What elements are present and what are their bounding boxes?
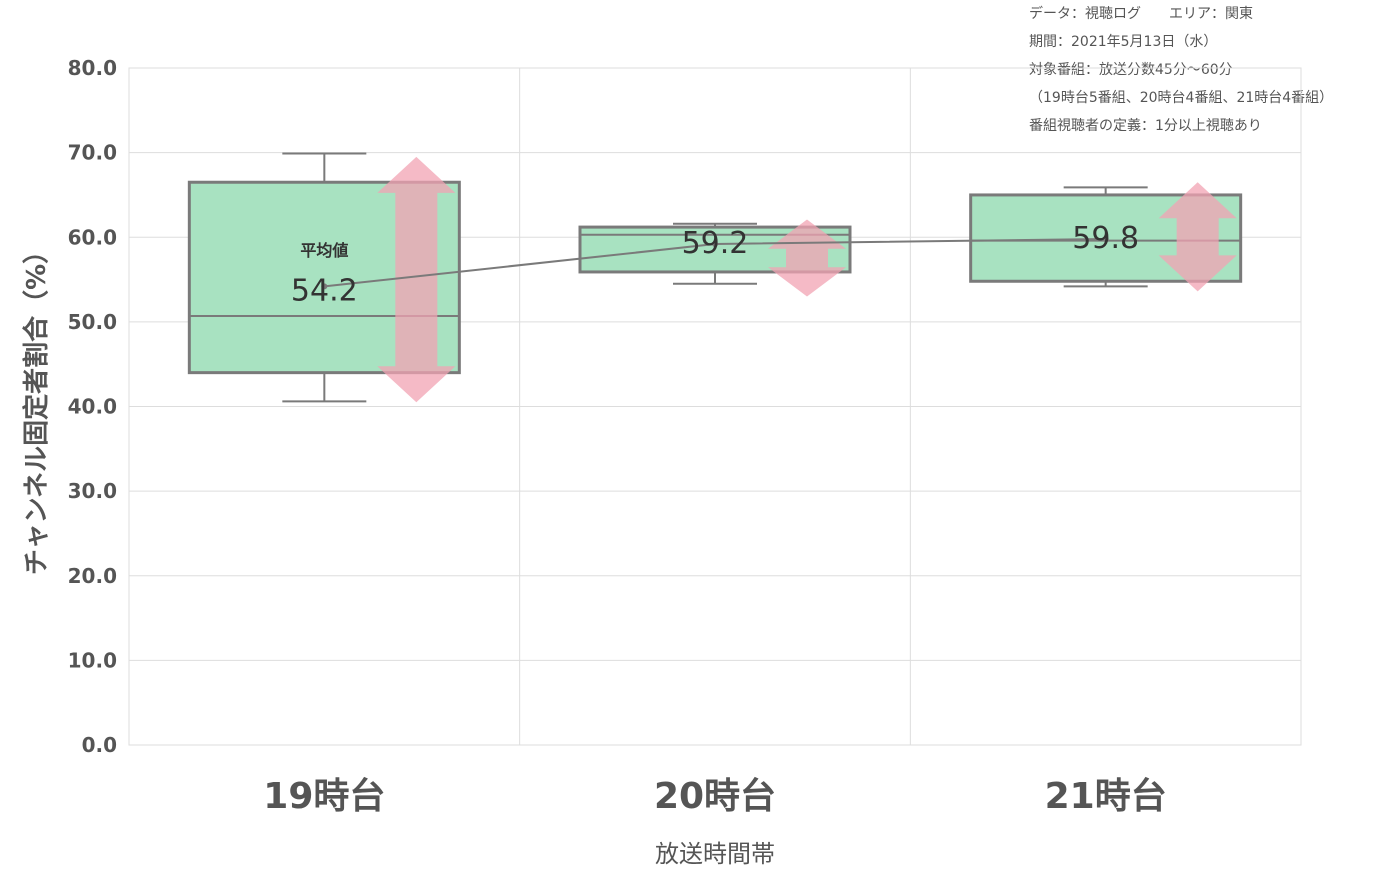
- note-program-counts: （19時台5番組、20時台4番組、21時台4番組）: [1029, 90, 1334, 106]
- mean-value-label: 59.2: [682, 226, 749, 261]
- mean-value-label: 54.2: [291, 273, 358, 308]
- y-tick-label: 40.0: [68, 395, 117, 419]
- y-tick-label: 60.0: [68, 225, 117, 249]
- x-tick-label: 20時台: [654, 776, 776, 817]
- note-period: 期間：2021年5月13日（水）: [1029, 34, 1218, 50]
- y-tick-label: 50.0: [68, 310, 117, 334]
- range-arrow: [377, 156, 456, 403]
- y-tick-label: 10.0: [68, 648, 117, 672]
- mean-caption: 平均値: [300, 241, 348, 260]
- y-tick-label: 20.0: [68, 564, 117, 588]
- range-arrow: [768, 219, 846, 297]
- y-tick-label: 80.0: [68, 56, 117, 80]
- y-axis-label: チャンネル固定者割合（%）: [21, 238, 52, 575]
- mean-point: [712, 241, 718, 248]
- y-tick-label: 70.0: [68, 141, 117, 165]
- y-tick-label: 0.0: [82, 733, 117, 757]
- y-tick-label: 30.0: [68, 479, 117, 503]
- x-axis-label: 放送時間帯: [655, 840, 775, 868]
- mean-point: [1102, 235, 1109, 242]
- note-data-source: データ：視聴ログ エリア：関東: [1029, 6, 1253, 22]
- range-arrow: [1158, 182, 1237, 292]
- note-target-programs: 対象番組：放送分数45分～60分: [1029, 62, 1233, 78]
- note-viewer-definition: 番組視聴者の定義：1分以上視聴あり: [1029, 118, 1262, 134]
- mean-point: [321, 283, 328, 290]
- mean-value-label: 59.8: [1072, 221, 1139, 256]
- x-tick-label: 19時台: [263, 776, 385, 817]
- x-tick-label: 21時台: [1045, 776, 1167, 817]
